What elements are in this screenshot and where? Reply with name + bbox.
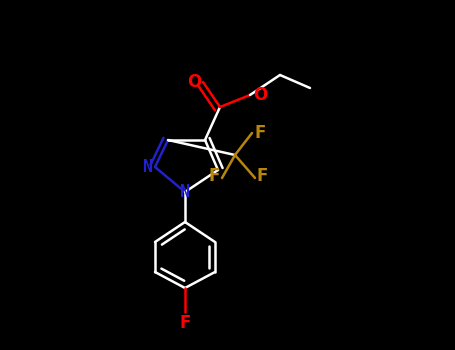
Text: N: N [143, 158, 153, 176]
Text: O: O [187, 73, 201, 91]
Text: F: F [209, 167, 220, 185]
Text: F: F [179, 314, 191, 332]
Text: F: F [257, 167, 268, 185]
Text: N: N [180, 183, 190, 201]
Text: F: F [255, 124, 266, 142]
Text: O: O [253, 86, 267, 104]
